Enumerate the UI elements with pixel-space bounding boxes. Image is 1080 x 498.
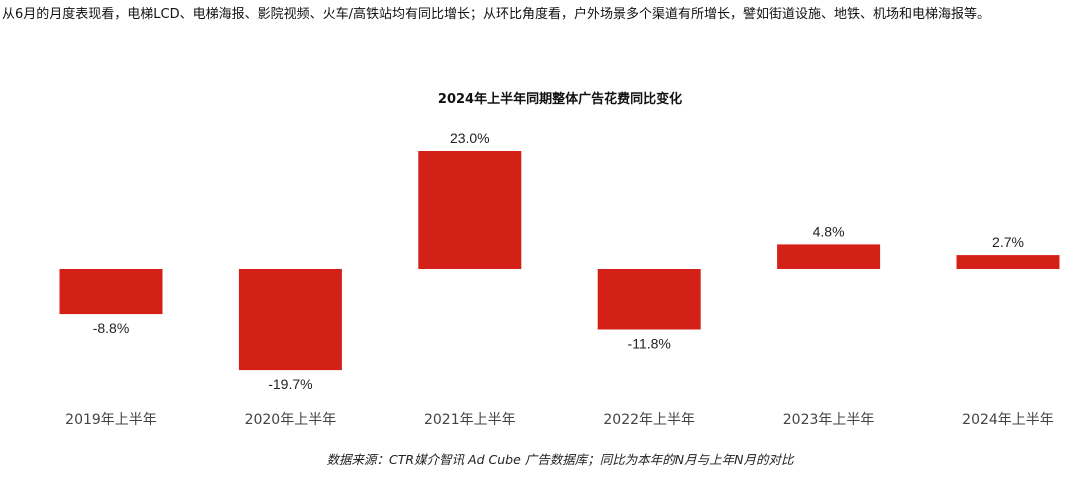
x-tick-label-6: 2024年上半年 xyxy=(962,412,1054,428)
data-label-2: -19.7% xyxy=(268,376,312,392)
data-label-3: 23.0% xyxy=(450,130,490,146)
data-label-6: 2.7% xyxy=(992,234,1024,250)
bar-5 xyxy=(777,244,881,269)
data-label-5: 4.8% xyxy=(813,223,845,239)
x-tick-label-5: 2023年上半年 xyxy=(783,412,875,428)
bar-4 xyxy=(597,269,701,330)
x-tick-label-3: 2021年上半年 xyxy=(424,412,516,428)
data-label-1: -8.8% xyxy=(93,320,130,336)
chart-title: 2024年上半年同期整体广告花费同比变化 xyxy=(437,92,683,107)
intro-paragraph: 从6月的月度表现看，电梯LCD、电梯海报、影院视频、火车/高铁站均有同比增长；从… xyxy=(2,7,990,22)
bar-1 xyxy=(59,269,163,315)
x-tick-label-1: 2019年上半年 xyxy=(65,412,157,428)
bar-6 xyxy=(956,255,1060,269)
bar-2 xyxy=(238,269,342,371)
bar-3 xyxy=(418,151,522,269)
x-tick-label-2: 2020年上半年 xyxy=(245,412,337,428)
data-label-4: -11.8% xyxy=(628,336,671,352)
x-tick-label-4: 2022年上半年 xyxy=(603,412,695,428)
source-note: 数据来源：CTR媒介智讯 Ad Cube 广告数据库；同比为本年的N月与上年N月… xyxy=(326,452,794,467)
